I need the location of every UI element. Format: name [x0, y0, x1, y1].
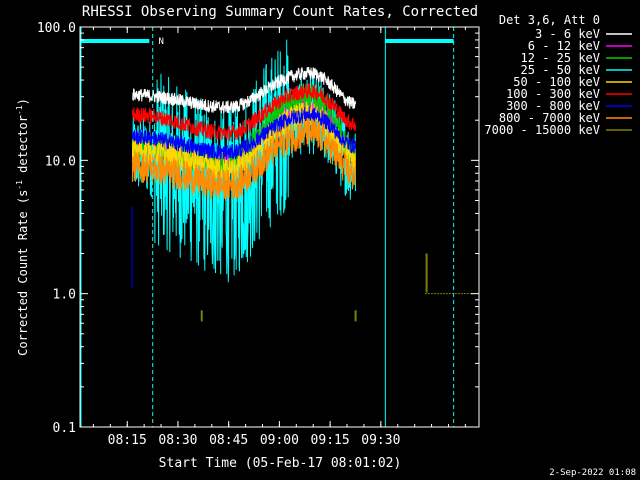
chart-title: RHESSI Observing Summary Count Rates, Co… — [82, 4, 478, 20]
legend-label: 50 - 100 keV — [513, 75, 600, 89]
x-tick-label: 08:30 — [158, 433, 197, 448]
series-line — [131, 106, 356, 161]
x-axis: 08:15 08:30 08:45 09:00 09:15 09:30 — [92, 27, 466, 448]
legend-label: 3 - 6 keV — [535, 27, 600, 41]
series-8 — [131, 206, 476, 322]
legend-label: 7000 - 15000 keV — [484, 123, 600, 137]
legend-label: 25 - 50 keV — [521, 63, 600, 77]
series-5 — [131, 83, 356, 142]
y-axis: 100.0 10.0 1.0 0.1 — [37, 21, 479, 436]
y-tick-label: 10.0 — [45, 154, 76, 169]
y-axis-label: Corrected Count Rate (s-1 detector-1) — [15, 98, 30, 356]
legend-label: 100 - 300 keV — [506, 87, 600, 101]
data-layer — [131, 39, 476, 322]
series-line — [131, 39, 356, 283]
series-7 — [131, 117, 356, 202]
series-3 — [131, 39, 356, 283]
series-line — [131, 117, 356, 202]
y-tick-label: 1.0 — [53, 288, 76, 303]
legend-label: 12 - 25 keV — [521, 51, 600, 65]
y-axis-label-main: Corrected Count Rate (s — [16, 190, 30, 356]
series-2 — [131, 83, 356, 177]
overlay-layer: N — [80, 27, 455, 427]
y-axis-label-sup-2: -1 — [15, 105, 24, 115]
x-tick-label: 09:30 — [361, 433, 400, 448]
legend-label: 300 - 800 keV — [506, 99, 600, 113]
series-line — [131, 83, 356, 142]
attenuator-label: N — [158, 37, 163, 47]
series-0 — [131, 66, 356, 114]
series-6 — [131, 106, 356, 161]
series-line — [131, 83, 356, 177]
series-line — [131, 66, 356, 114]
legend-title: Det 3,6, Att 0 — [499, 13, 600, 27]
x-tick-label: 08:45 — [209, 433, 248, 448]
y-tick-label: 0.1 — [53, 421, 76, 436]
legend-label: 800 - 7000 keV — [499, 111, 600, 125]
y-tick-label: 100.0 — [37, 21, 76, 36]
timestamp: 2-Sep-2022 01:08 — [549, 468, 636, 478]
x-tick-label: 09:15 — [311, 433, 350, 448]
x-tick-label: 09:00 — [260, 433, 299, 448]
y-axis-label-tail: detector — [16, 115, 30, 180]
legend-label: 6 - 12 keV — [528, 39, 600, 53]
y-axis-label-end: ) — [16, 98, 30, 105]
x-tick-label: 08:15 — [108, 433, 147, 448]
y-axis-label-sup-1: -1 — [15, 180, 24, 190]
x-axis-label: Start Time (05-Feb-17 08:01:02) — [159, 456, 402, 471]
